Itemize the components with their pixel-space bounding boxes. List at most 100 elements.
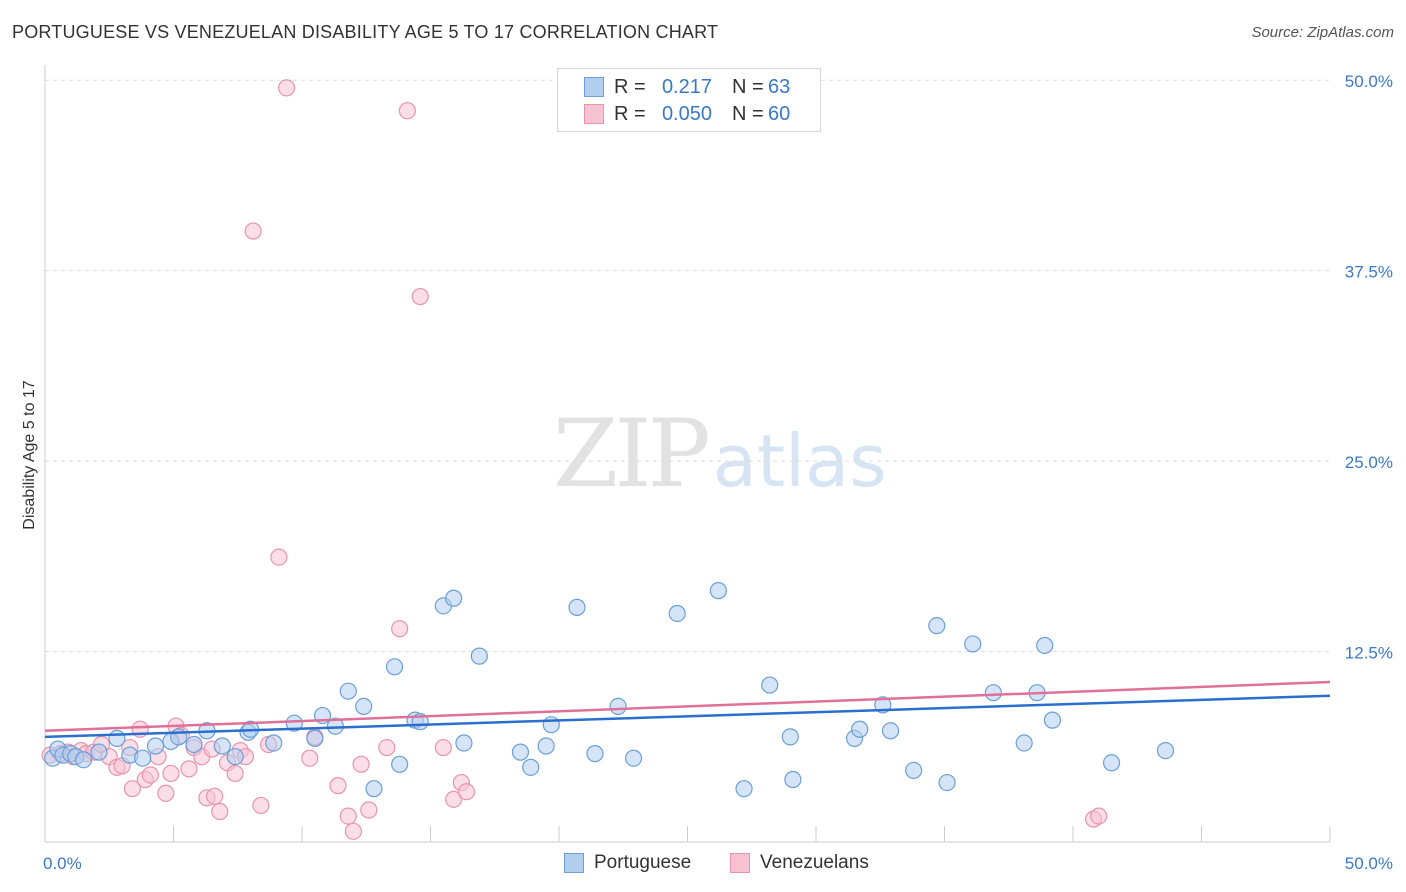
venezuelan-point xyxy=(457,783,476,801)
portuguese-point xyxy=(624,749,643,767)
legend-item-venezuelans: Venezuelans xyxy=(730,852,869,874)
venezuelan-point xyxy=(378,738,396,757)
venezuelans-swatch xyxy=(730,853,750,873)
portuguese-point xyxy=(285,714,303,732)
watermark: ZIPatlas xyxy=(553,400,887,509)
x-tick-label-min: 0.0% xyxy=(43,854,82,873)
portuguese-point xyxy=(1156,741,1175,760)
legend-item-portuguese: Portuguese xyxy=(564,852,691,874)
portuguese-point xyxy=(385,658,404,676)
portuguese-point xyxy=(146,737,165,755)
portuguese-point xyxy=(74,751,93,769)
portuguese-point xyxy=(391,755,409,773)
r-label: R = xyxy=(614,102,646,125)
portuguese-point xyxy=(355,697,373,716)
portuguese-point xyxy=(108,729,126,748)
legend-label-portuguese: Portuguese xyxy=(594,852,692,873)
source-credit: Source: ZipAtlas.com xyxy=(1251,24,1394,41)
portuguese-swatch xyxy=(584,77,604,97)
venezuelan-point xyxy=(352,755,370,773)
chart-title: PORTUGUESE VS VENEZUELAN DISABILITY AGE … xyxy=(12,22,719,42)
portuguese-point xyxy=(90,743,108,761)
y-tick-label: 37.5% xyxy=(1345,263,1393,282)
portuguese-point xyxy=(1036,636,1054,655)
portuguese-point xyxy=(134,749,152,767)
portuguese-point xyxy=(964,635,982,653)
portuguese-point xyxy=(265,734,283,752)
venezuelan-trend-line xyxy=(44,680,1331,733)
venezuelan-point xyxy=(226,764,244,783)
venezuelan-point xyxy=(398,102,416,120)
venezuelan-point xyxy=(360,801,378,819)
venezuelan-point xyxy=(206,787,224,805)
portuguese-point xyxy=(306,729,324,748)
n-value: 60 xyxy=(768,102,791,125)
correlation-legend: R = 0.217 N = 63 R = 0.050 N = 60 xyxy=(557,68,821,132)
venezuelan-point xyxy=(411,287,429,306)
venezuelan-point xyxy=(329,777,347,795)
venezuelan-point xyxy=(434,738,452,757)
y-tick-label: 25.0% xyxy=(1345,453,1393,472)
portuguese-point xyxy=(226,748,244,766)
venezuelan-point xyxy=(339,807,357,825)
portuguese-swatch xyxy=(564,853,584,873)
venezuelan-point xyxy=(162,764,180,783)
series-legend: Portuguese Venezuelans xyxy=(0,852,1406,878)
n-label: N = xyxy=(732,102,764,125)
legend-row-venezuelans: R = 0.050 N = 60 xyxy=(584,102,790,126)
portuguese-point xyxy=(542,716,560,734)
venezuelan-point xyxy=(180,760,198,778)
n-value: 63 xyxy=(768,75,791,98)
portuguese-point xyxy=(445,589,463,607)
venezuelan-point xyxy=(301,749,319,767)
portuguese-point xyxy=(735,780,753,798)
portuguese-point xyxy=(455,734,473,752)
portuguese-point xyxy=(984,684,1002,702)
portuguese-point xyxy=(1015,734,1033,752)
portuguese-point xyxy=(761,676,779,694)
portuguese-point xyxy=(928,617,946,635)
venezuelan-point xyxy=(445,790,463,808)
y-tick-label: 50.0% xyxy=(1345,72,1393,91)
portuguese-point xyxy=(537,737,555,755)
portuguese-point xyxy=(365,780,383,798)
venezuelan-point xyxy=(344,822,362,840)
portuguese-point xyxy=(851,720,869,738)
portuguese-point xyxy=(609,697,627,716)
portuguese-point xyxy=(784,770,802,789)
legend-row-portuguese: R = 0.217 N = 63 xyxy=(584,75,790,99)
portuguese-point xyxy=(905,761,923,779)
portuguese-point xyxy=(213,737,231,755)
portuguese-point xyxy=(1102,754,1121,772)
portuguese-point xyxy=(185,735,203,754)
venezuelan-point xyxy=(1090,807,1108,825)
legend-label-venezuelans: Venezuelans xyxy=(760,852,869,873)
n-label: N = xyxy=(732,75,764,98)
y-tick-label: 12.5% xyxy=(1345,644,1393,663)
portuguese-point xyxy=(339,682,357,700)
portuguese-point xyxy=(709,582,727,600)
venezuelan-point xyxy=(157,784,175,802)
portuguese-trend-line xyxy=(44,694,1331,739)
venezuelan-point xyxy=(244,222,262,240)
portuguese-point xyxy=(781,728,799,746)
portuguese-point xyxy=(470,647,488,665)
venezuelan-point xyxy=(270,548,288,566)
portuguese-point xyxy=(881,722,900,740)
r-value: 0.217 xyxy=(661,75,712,98)
portuguese-point xyxy=(522,758,540,776)
r-label: R = xyxy=(614,75,646,98)
portuguese-point xyxy=(511,743,530,761)
r-value: 0.050 xyxy=(661,102,712,125)
portuguese-point xyxy=(586,745,604,763)
portuguese-point xyxy=(568,598,586,616)
venezuelans-swatch xyxy=(584,104,604,124)
portuguese-point xyxy=(668,604,686,623)
venezuelan-point xyxy=(141,766,159,784)
venezuelan-point xyxy=(252,796,270,815)
watermark-zip: ZIP xyxy=(553,400,711,509)
venezuelan-point xyxy=(391,620,409,638)
portuguese-point xyxy=(938,773,956,792)
x-tick-label-max: 50.0% xyxy=(1345,854,1393,873)
